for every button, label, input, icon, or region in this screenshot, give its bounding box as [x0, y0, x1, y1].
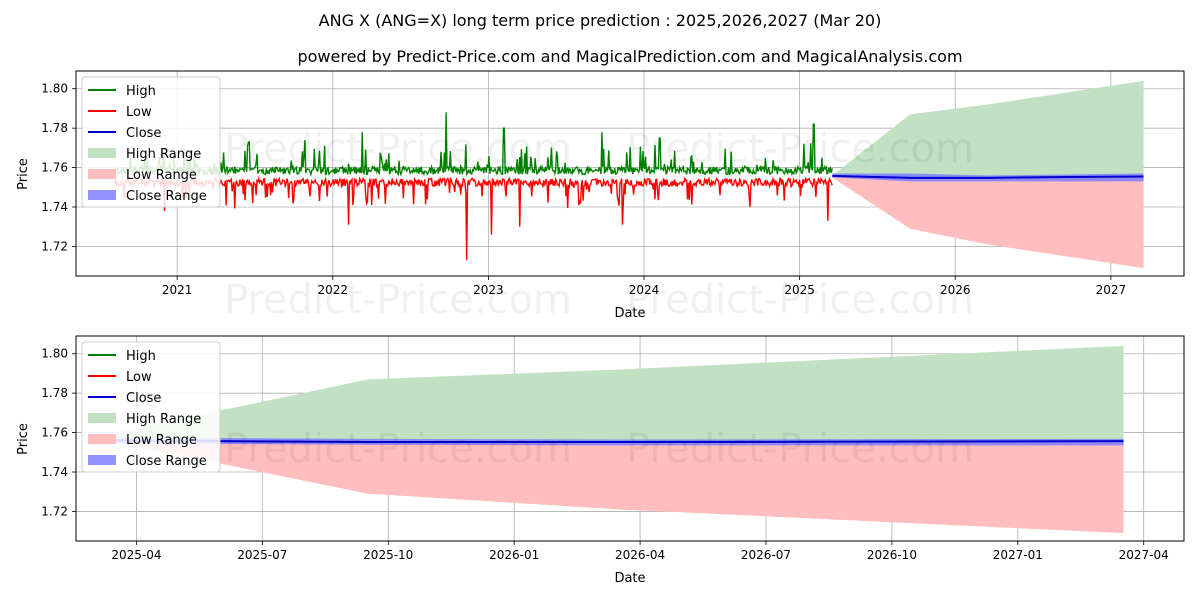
y-tick-label: 1.78: [41, 386, 68, 400]
watermark-right: Predict-Price.com: [626, 126, 974, 172]
bottom-panel-frame: [75, 335, 1185, 542]
bottom-panel-forecast: [116, 345, 1124, 534]
x-tick-label: 2026-10: [867, 548, 917, 562]
legend-close-range-label: Close Range: [126, 454, 207, 469]
legend-box: [81, 76, 221, 208]
watermark-bottom-right: Predict-Price.com: [626, 277, 974, 323]
chart-title: ANG X (ANG=X) long term price prediction…: [319, 11, 882, 30]
watermark-zoom-left: Predict-Price.com: [224, 426, 572, 472]
x-tick-label: 2021: [162, 283, 193, 297]
x-tick-label: 2027-04: [1119, 548, 1169, 562]
low-range-band: [832, 175, 1144, 269]
legend-high-range-swatch: [88, 148, 116, 158]
bottom-legend: High Low Close High Range Low Range Close Ran…: [81, 341, 221, 473]
y-tick-label: 1.78: [41, 121, 68, 135]
top-panel-forecast: [832, 80, 1144, 269]
y-tick-label: 1.80: [41, 347, 68, 361]
bottom-panel: Predict-Price.com Predict-Price.com 2025…: [16, 335, 1185, 586]
legend-close-label: Close: [126, 391, 161, 406]
watermark-zoom-right: Predict-Price.com: [626, 426, 974, 472]
top-ylabel: Price: [16, 158, 31, 190]
low-range-band: [116, 440, 1124, 534]
low-history-line: [114, 175, 833, 261]
chart-subtitle: powered by Predict-Price.com and Magical…: [297, 47, 962, 66]
legend-low-range-swatch: [88, 434, 116, 444]
legend-high-label: High: [126, 84, 156, 99]
x-tick-label: 2025-04: [111, 548, 161, 562]
x-tick-label: 2027-01: [993, 548, 1043, 562]
legend-low-range-swatch: [88, 169, 116, 179]
x-tick-label: 2025: [784, 283, 815, 297]
x-tick-label: 2026-01: [489, 548, 539, 562]
legend-low-label: Low: [126, 105, 152, 120]
bottom-ylabel: Price: [16, 423, 31, 455]
x-tick-label: 2024: [629, 283, 660, 297]
watermark-left: Predict-Price.com: [224, 126, 572, 172]
y-tick-label: 1.76: [41, 426, 68, 440]
legend-close-label: Close: [126, 126, 161, 141]
y-tick-label: 1.74: [41, 200, 68, 214]
x-tick-label: 2023: [473, 283, 504, 297]
legend-high-label: High: [126, 349, 156, 364]
top-panel-frame: [75, 70, 1185, 277]
high-range-band: [116, 345, 1124, 443]
bottom-panel-ticks: 2025-04 2025-07 2025-10 2026-01 2026-04 2026-…: [41, 347, 1168, 562]
watermark-bottom-left: Predict-Price.com: [224, 277, 572, 323]
y-tick-label: 1.80: [41, 82, 68, 96]
close-line: [116, 439, 1124, 444]
x-tick-label: 2022: [317, 283, 348, 297]
legend-high-range-label: High Range: [126, 412, 201, 427]
top-panel-history: [114, 112, 833, 261]
x-tick-label: 2026-04: [615, 548, 665, 562]
top-legend: High Low Close High Range Low Range Close Ran…: [81, 76, 221, 208]
x-tick-label: 2025-10: [363, 548, 413, 562]
legend-close-range-label: Close Range: [126, 189, 207, 204]
legend-high-range-swatch: [88, 413, 116, 423]
legend-box: [81, 341, 221, 473]
legend-low-range-label: Low Range: [126, 433, 197, 448]
legend-high-range-label: High Range: [126, 147, 201, 162]
legend-low-label: Low: [126, 370, 152, 385]
top-panel-ticks: 2021 2022 2023 2024 2025 2026 2027 1.72 1.74 1.76…: [41, 82, 1126, 297]
top-xlabel: Date: [614, 306, 645, 321]
y-tick-label: 1.72: [41, 504, 68, 518]
x-tick-label: 2026-07: [741, 548, 791, 562]
legend-close-range-swatch: [88, 455, 116, 465]
x-tick-label: 2027: [1096, 283, 1127, 297]
top-panel: Predict-Price.com Predict-Price.com Pred…: [16, 70, 1185, 323]
legend-low-range-label: Low Range: [126, 168, 197, 183]
y-tick-label: 1.76: [41, 161, 68, 175]
close-line: [832, 174, 1144, 179]
high-history-line: [114, 112, 833, 178]
y-tick-label: 1.74: [41, 465, 68, 479]
y-tick-label: 1.72: [41, 239, 68, 253]
x-tick-label: 2025-07: [237, 548, 287, 562]
high-range-band: [832, 80, 1144, 178]
x-tick-label: 2026: [940, 283, 971, 297]
legend-close-range-swatch: [88, 190, 116, 200]
bottom-xlabel: Date: [614, 571, 645, 586]
